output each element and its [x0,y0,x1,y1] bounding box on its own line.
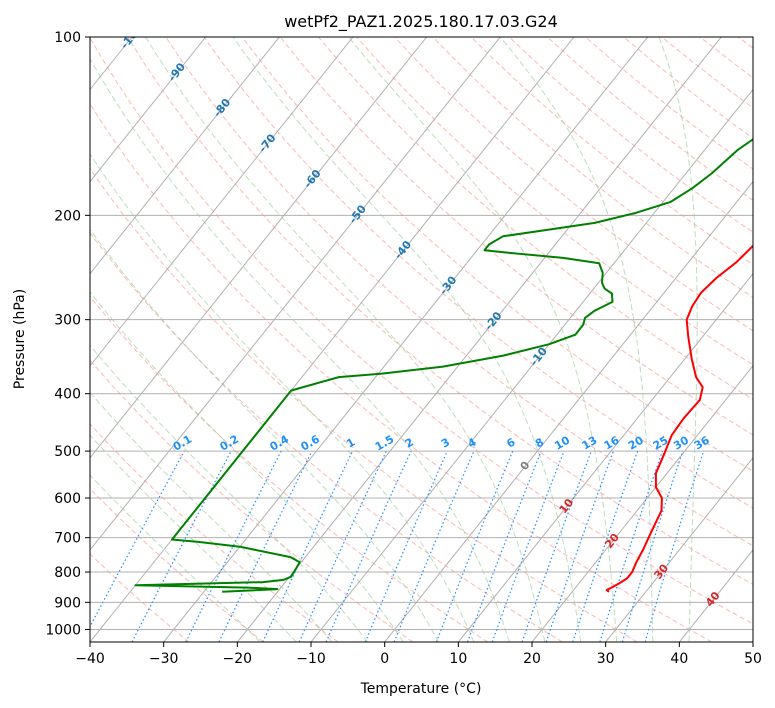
dry-adiabat [90,167,638,642]
mixing-ratio-line [90,450,185,628]
series-layer [134,138,753,593]
x-tick-label: 10 [449,651,467,667]
x-tick-label: 40 [670,651,688,667]
mixing-ratio-line [545,450,614,642]
y-tick-label: 300 [54,313,81,329]
isotherm-line [90,37,207,183]
y-tick-label: 100 [54,30,81,46]
moist-adiabat [90,474,261,642]
isotherm-line [384,180,753,642]
isotherm-line [90,37,575,642]
dry-adiabat [90,553,190,642]
isotherm-line [163,37,649,642]
isotherm-line [90,37,280,275]
moist-adiabat [90,344,369,642]
x-tick-label: −40 [75,651,105,667]
dry-adiabat [90,295,488,642]
mixing-ratio-line [621,450,684,642]
y-tick-label: 400 [54,387,81,403]
moist-adiabat [658,37,698,642]
isotherm-line [236,37,722,642]
isotherm-line [90,37,501,551]
moist-adiabat [90,391,333,642]
y-tick-label: 500 [54,444,81,460]
moist-adiabat [90,57,510,642]
x-tick-label: 50 [744,651,762,667]
dry-adiabat [241,37,753,472]
mixing-ratio-line [466,450,542,642]
isotherm-line [531,364,753,642]
dry-adiabat [394,37,753,332]
plot-frame [89,36,754,643]
y-tick-label: 800 [54,565,81,581]
chart-title: wetPf2_PAZ1.2025.180.17.03.G24 [284,12,558,32]
x-tick-label: −10 [296,651,326,667]
y-tick-label: 200 [54,208,81,224]
x-tick-label: −30 [149,651,179,667]
x-tick-label: −20 [223,651,253,667]
background-lines [90,37,753,642]
mixing-ratio-line [572,450,639,642]
moist-adiabat [499,37,654,642]
x-tick-label: 30 [597,651,615,667]
isotherm-line [90,37,354,367]
mixing-ratio-line [491,450,565,642]
mixing-ratio-line [435,450,514,642]
x-tick-label: 20 [523,651,541,667]
moist-adiabat [90,291,404,642]
dry-adiabat [90,103,712,642]
mixing-ratio-line [599,450,663,642]
moist-adiabat [90,153,475,642]
dry-adiabat [90,423,339,642]
mixing-ratio-line [364,450,448,642]
dry-adiabat [90,487,264,642]
x-tick-label: 0 [380,651,389,667]
isotherm-line [605,457,753,642]
moist-adiabat [90,228,439,642]
isotherm-line [457,272,753,642]
isotherm-line [90,37,428,459]
dry-adiabat [90,37,753,625]
y-tick-label: 1000 [45,622,81,638]
dry-adiabat [203,37,753,509]
mixing-ratio-line [185,450,282,642]
dewpoint-profile-line [134,138,753,593]
mixing-ratio-line [393,450,475,642]
y-tick-label: 900 [54,595,81,611]
axes: −40 −30 −20 −10 0 10 20 30 40 50 100 200 300 400 500 60… [45,30,762,667]
dry-adiabat [356,37,753,366]
mixing-ratio-line [644,450,705,642]
mixing-ratio-line [521,450,592,642]
dry-adiabat [432,37,753,298]
moist-adiabat [145,37,546,642]
mixing-ratio-line [325,450,412,642]
y-tick-label: 600 [54,491,81,507]
y-tick-label: 700 [54,531,81,547]
x-axis-label: Temperature (°C) [360,681,482,697]
moist-adiabat [90,434,297,642]
y-axis-label: Pressure (hPa) [12,289,28,389]
dry-adiabat [279,37,753,436]
temperature-profile-line [605,244,753,593]
isotherm-line [310,88,753,642]
